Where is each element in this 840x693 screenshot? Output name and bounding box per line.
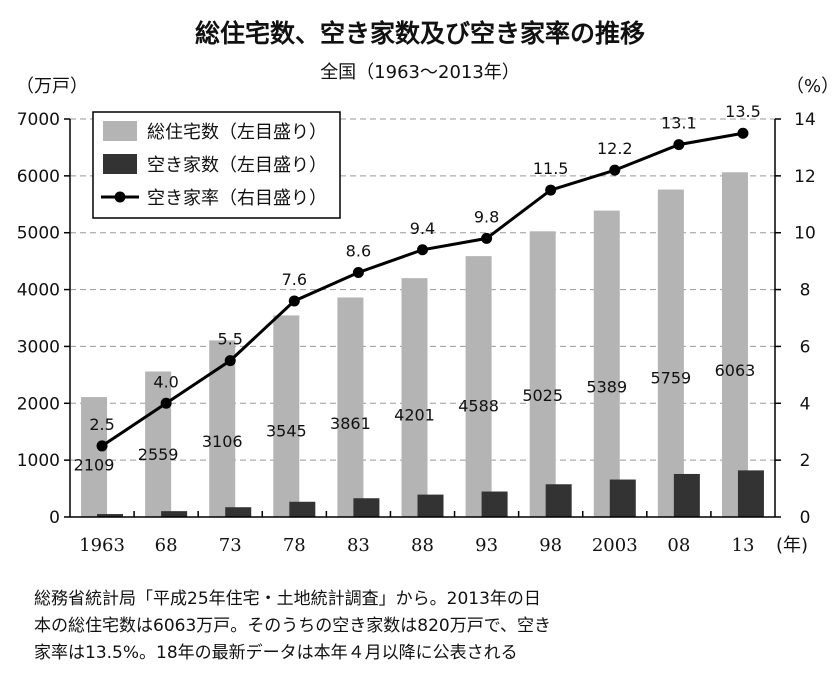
left-tick-label: 1000 (17, 451, 60, 471)
right-tick-label: 8 (800, 281, 811, 301)
total-housing-label: 5389 (586, 377, 627, 396)
vacancy-rate-label: 9.8 (474, 207, 499, 226)
left-tick-label: 3000 (17, 337, 60, 357)
total-housing-label: 2109 (74, 456, 115, 475)
vacant-house-bar (353, 498, 380, 517)
vacancy-rate-point (288, 295, 300, 307)
x-tick-label: 2003 (592, 535, 638, 556)
vacancy-rate-point (224, 355, 236, 367)
vacant-house-bar (609, 479, 636, 517)
vacancy-rate-label: 7.6 (282, 270, 307, 289)
total-housing-bar (401, 278, 428, 517)
vacancy-rate-point (96, 440, 108, 452)
total-housing-bar (81, 397, 108, 517)
vacancy-rate-label: 13.1 (661, 114, 697, 133)
x-tick-label: 13 (732, 535, 755, 556)
x-tick-label: 98 (539, 535, 562, 556)
legend-label-total-housing: 総住宅数（左目盛り） (147, 122, 327, 143)
right-tick-label: 4 (800, 394, 811, 414)
vacancy-rate-label: 2.5 (89, 415, 114, 434)
note-line: 家率は13.5%。18年の最新データは本年４月以降に公表される (34, 643, 518, 663)
total-housing-bar (529, 231, 556, 518)
left-axis-label: （万戸） (16, 76, 88, 97)
vacant-house-bar (673, 473, 700, 517)
total-housing-label: 4588 (458, 396, 499, 415)
x-tick-label: 73 (219, 535, 242, 556)
vacant-house-bar (545, 484, 572, 517)
total-housing-bar (337, 297, 364, 517)
vacancy-rate-label: 13.5 (725, 102, 761, 121)
right-tick-label: 0 (800, 508, 811, 528)
vacancy-rate-label: 12.2 (597, 139, 633, 158)
vacant-house-bar (161, 511, 188, 517)
total-housing-label: 2559 (138, 445, 179, 464)
legend-label-vacancy-rate: 空き家率（右目盛り） (147, 188, 327, 209)
note-line: 本の総住宅数は6063万戸。そのうちの空き家数は820万戸で、空き (34, 616, 552, 636)
x-tick-label: 68 (155, 535, 178, 556)
left-tick-label: 0 (49, 508, 60, 528)
left-tick-label: 5000 (17, 224, 60, 244)
chart: 0100020003000400050006000700002468101214… (17, 102, 816, 556)
right-tick-label: 14 (794, 110, 816, 130)
left-tick-label: 2000 (17, 394, 60, 414)
total-housing-label: 6063 (715, 361, 756, 380)
vacancy-rate-label: 11.5 (533, 159, 569, 178)
legend-swatch-vacant-houses (103, 154, 137, 174)
vacant-house-bar (417, 494, 444, 517)
vacancy-rate-point (352, 267, 364, 279)
total-housing-label: 5759 (651, 368, 692, 387)
vacancy-rate-point (545, 184, 557, 196)
total-housing-label: 5025 (522, 386, 563, 405)
x-axis-unit: (年) (776, 535, 808, 556)
x-tick-label: 1963 (79, 535, 125, 556)
x-tick-label: 78 (283, 535, 306, 556)
chart-title: 総住宅数、空き家数及び空き家率の推移 (194, 19, 645, 48)
x-tick-label: 08 (667, 535, 690, 556)
vacancy-rate-point (737, 127, 749, 139)
total-housing-bar (593, 210, 620, 517)
vacant-house-bar (289, 501, 316, 517)
note-line: 総務省統計局「平成25年住宅・土地統計調査」から。2013年の日 (34, 589, 541, 609)
vacant-house-bar (225, 507, 252, 517)
total-housing-bar (657, 189, 684, 518)
vacancy-rate-point (417, 244, 428, 256)
total-housing-bar (145, 371, 172, 517)
left-tick-label: 7000 (17, 110, 60, 130)
left-tick-label: 4000 (17, 281, 60, 301)
vacancy-rate-point (609, 164, 621, 176)
x-tick-label: 88 (411, 535, 434, 556)
legend-marker-vacancy-rate (114, 191, 126, 203)
vacant-house-bar (737, 470, 764, 517)
total-housing-bar (273, 315, 300, 517)
total-housing-bar (209, 340, 236, 517)
left-tick-label: 6000 (17, 167, 60, 187)
x-tick-label: 83 (347, 535, 370, 556)
x-tick-label: 93 (475, 535, 498, 556)
source-note: 総務省統計局「平成25年住宅・土地統計調査」から。2013年の日 本の総住宅数は… (34, 586, 824, 667)
vacancy-rate-label: 8.6 (346, 242, 371, 261)
legend-swatch-total-housing (103, 121, 137, 141)
total-housing-label: 3545 (266, 421, 307, 440)
right-tick-label: 12 (794, 167, 816, 187)
vacancy-rate-label: 4.0 (153, 372, 178, 391)
total-housing-label: 3861 (330, 414, 371, 433)
total-housing-label: 4201 (394, 406, 435, 425)
vacant-house-bar (97, 514, 124, 517)
vacancy-rate-point (673, 139, 685, 151)
right-axis-label: （%） (786, 76, 840, 97)
right-tick-label: 6 (800, 337, 811, 357)
chart-subtitle: 全国（1963〜2013年） (320, 62, 520, 83)
total-housing-bar (721, 172, 748, 517)
vacancy-rate-label: 5.5 (218, 330, 243, 349)
legend-label-vacant-houses: 空き家数（左目盛り） (147, 155, 327, 176)
total-housing-label: 3106 (202, 432, 243, 451)
vacancy-rate-label: 9.4 (410, 219, 435, 238)
right-tick-label: 10 (794, 224, 816, 244)
total-housing-bar (465, 256, 492, 517)
right-tick-label: 2 (800, 451, 811, 471)
vacancy-rate-point (160, 397, 172, 409)
vacancy-rate-point (481, 232, 493, 244)
vacant-house-bar (481, 491, 508, 517)
